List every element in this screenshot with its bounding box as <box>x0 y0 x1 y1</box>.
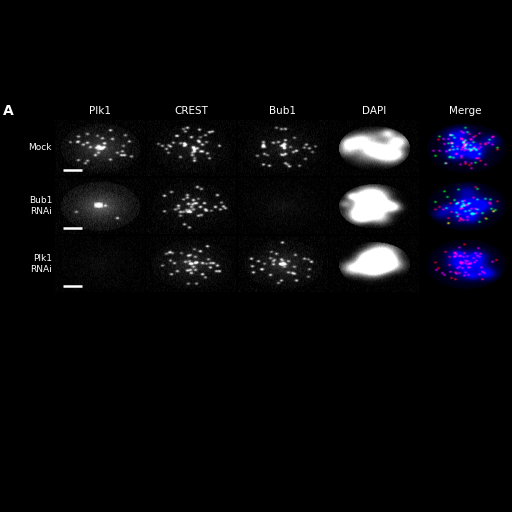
Text: DAPI: DAPI <box>362 106 386 116</box>
Text: Bub1
RNAi: Bub1 RNAi <box>29 196 52 216</box>
Text: Bub1: Bub1 <box>269 106 296 116</box>
Text: CREST: CREST <box>174 106 208 116</box>
Text: Merge: Merge <box>449 106 482 116</box>
Text: Plk1
RNAi: Plk1 RNAi <box>30 254 52 274</box>
Text: Plk1: Plk1 <box>89 106 111 116</box>
Text: Mock: Mock <box>29 143 52 153</box>
Text: A: A <box>3 104 14 118</box>
